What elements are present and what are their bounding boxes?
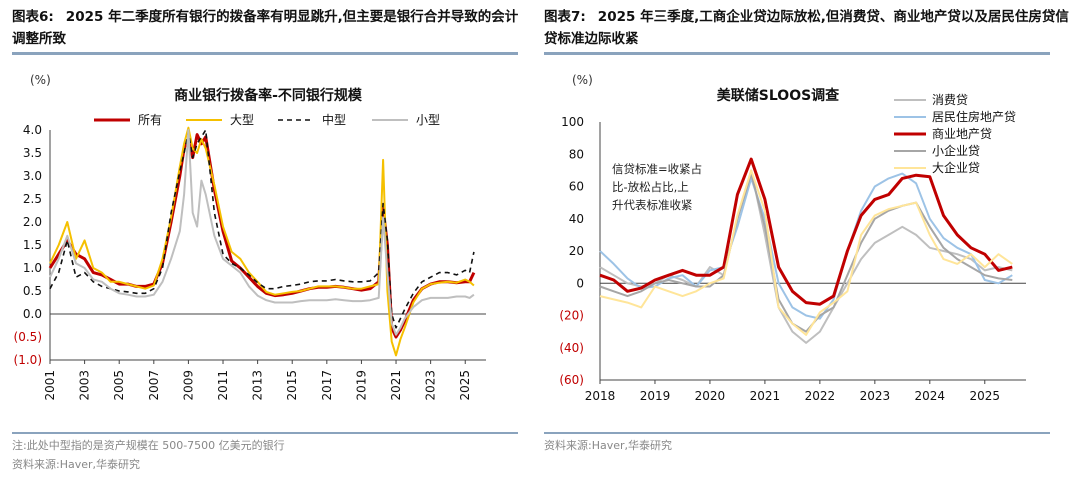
figure-6-bottom-rule bbox=[12, 432, 518, 434]
annotation-line: 比-放松占比,上 bbox=[612, 180, 689, 194]
y-tick-label: (0.5) bbox=[14, 330, 42, 344]
legend-label-2: 中型 bbox=[322, 112, 346, 127]
x-tick-label: 2017 bbox=[320, 370, 334, 401]
y-tick-label: 0.0 bbox=[23, 307, 42, 321]
y-tick-label: (60) bbox=[559, 373, 584, 387]
x-tick-label: 2021 bbox=[389, 370, 403, 401]
series-line-3 bbox=[599, 172, 1013, 333]
y-tick-label: 20 bbox=[569, 244, 584, 258]
legend-label-3: 小企业贷 bbox=[932, 143, 980, 158]
y-tick-label: 3.0 bbox=[23, 169, 42, 183]
series-line-2 bbox=[49, 129, 475, 329]
legend-label-0: 所有 bbox=[138, 113, 162, 127]
x-tick-label: 2020 bbox=[695, 389, 726, 403]
y-unit-label: (%) bbox=[572, 73, 593, 87]
series-line-1 bbox=[49, 126, 475, 357]
x-tick-label: 2007 bbox=[147, 370, 161, 401]
legend-label-1: 大型 bbox=[230, 113, 254, 127]
legend-label-0: 消费贷 bbox=[932, 93, 968, 107]
y-tick-label: (20) bbox=[559, 309, 584, 323]
figure-6-label: 图表6: bbox=[12, 9, 54, 25]
legend-label-2: 商业地产贷 bbox=[932, 126, 992, 141]
x-tick-label: 2023 bbox=[860, 389, 891, 403]
legend-label-1: 居民住房地产贷 bbox=[932, 109, 1016, 124]
annotation-line: 升代表标准收紧 bbox=[612, 198, 693, 212]
figure-7-source: 资料来源:Haver,华泰研究 bbox=[544, 439, 673, 452]
y-tick-label: 1.0 bbox=[23, 261, 42, 275]
x-tick-label: 2015 bbox=[285, 370, 299, 401]
x-tick-label: 2023 bbox=[424, 370, 438, 401]
x-tick-label: 2021 bbox=[750, 389, 781, 403]
x-tick-label: 2013 bbox=[251, 370, 265, 401]
figure-6-title: 图表6: 2025 年二季度所有银行的拨备率有明显跳升,但主要是银行合并导致的会计… bbox=[12, 6, 522, 50]
chart-title: 商业银行拨备率-不同银行规模 bbox=[174, 87, 363, 104]
x-tick-label: 2025 bbox=[970, 389, 1001, 403]
x-tick-label: 2024 bbox=[915, 389, 946, 403]
x-tick-label: 2022 bbox=[805, 389, 836, 403]
series-line-1 bbox=[599, 172, 1013, 320]
y-tick-label: (40) bbox=[559, 341, 584, 355]
x-tick-label: 2005 bbox=[112, 370, 126, 401]
figure-6-note: 注:此处中型指的是资产规模在 500-7500 亿美元的银行 bbox=[12, 439, 285, 452]
series-line-3 bbox=[49, 129, 475, 336]
figure-6-source: 资料来源:Haver,华泰研究 bbox=[12, 458, 141, 471]
chart-title: 美联储SLOOS调查 bbox=[717, 87, 840, 104]
series-line-0 bbox=[48, 133, 476, 339]
legend-label-3: 小型 bbox=[416, 113, 440, 127]
figure-7-title-text: 2025 年三季度,工商企业贷边际放松,但消费贷、商业地产贷以及居民住房贷信贷标… bbox=[544, 9, 1069, 47]
x-tick-label: 2011 bbox=[216, 370, 230, 401]
x-tick-label: 2009 bbox=[181, 370, 195, 401]
y-tick-label: 80 bbox=[569, 147, 584, 161]
y-unit-label: (%) bbox=[30, 73, 51, 87]
x-tick-label: 2018 bbox=[585, 389, 616, 403]
y-tick-label: 0 bbox=[576, 276, 584, 290]
y-tick-label: 0.5 bbox=[23, 284, 42, 298]
x-tick-label: 2019 bbox=[640, 389, 671, 403]
figure-6-panel: 图表6: 2025 年二季度所有银行的拨备率有明显跳升,但主要是银行合并导致的会计… bbox=[0, 0, 528, 482]
y-tick-label: 60 bbox=[569, 180, 584, 194]
y-tick-label: 4.0 bbox=[23, 123, 42, 137]
sloos-chart: (%) 美联储SLOOS调查 (60) (40) (20) 0 20 40 60 80 100 201… bbox=[559, 73, 1026, 403]
x-tick-label: 2001 bbox=[43, 370, 57, 401]
figure-7-title: 图表7: 2025 年三季度,工商企业贷边际放松,但消费贷、商业地产贷以及居民住房… bbox=[544, 6, 1074, 50]
y-tick-label: 1.5 bbox=[23, 238, 42, 252]
annotation-line: 信贷标准=收紧占 bbox=[612, 162, 702, 176]
legend-label-4: 大企业贷 bbox=[932, 160, 980, 175]
y-tick-label: 100 bbox=[561, 115, 584, 129]
figure-6-title-text: 2025 年二季度所有银行的拨备率有明显跳升,但主要是银行合并导致的会计调整所致 bbox=[12, 9, 519, 47]
figure-7-panel: 图表7: 2025 年三季度,工商企业贷边际放松,但消费贷、商业地产贷以及居民住房… bbox=[542, 0, 1080, 482]
series-line-2 bbox=[599, 157, 1013, 306]
y-tick-label: 40 bbox=[569, 212, 584, 226]
y-tick-label: (1.0) bbox=[14, 353, 42, 367]
y-tick-label: 2.0 bbox=[23, 215, 42, 229]
figure-6-top-rule bbox=[12, 52, 518, 55]
x-tick-label: 2003 bbox=[78, 370, 92, 401]
figure-7-notes: 资料来源:Haver,华泰研究 bbox=[544, 436, 672, 455]
series-line-0 bbox=[599, 169, 1013, 344]
y-tick-label: 3.5 bbox=[23, 146, 42, 160]
y-tick-label: 2.5 bbox=[23, 192, 42, 206]
figure-6-notes: 注:此处中型指的是资产规模在 500-7500 亿美元的银行 资料来源:Have… bbox=[12, 436, 285, 474]
figure-7-label: 图表7: bbox=[544, 9, 586, 25]
figure-7-bottom-rule bbox=[544, 432, 1050, 434]
x-tick-label: 2019 bbox=[354, 370, 368, 401]
figure-7-top-rule bbox=[544, 52, 1050, 55]
series-line-4 bbox=[599, 169, 1013, 336]
provision-rate-chart: (%) 商业银行拨备率-不同银行规模 (1.0) (0.5) 0.0 0.5 1.0 1.5 2… bbox=[14, 73, 486, 401]
x-tick-label: 2025 bbox=[458, 370, 472, 401]
